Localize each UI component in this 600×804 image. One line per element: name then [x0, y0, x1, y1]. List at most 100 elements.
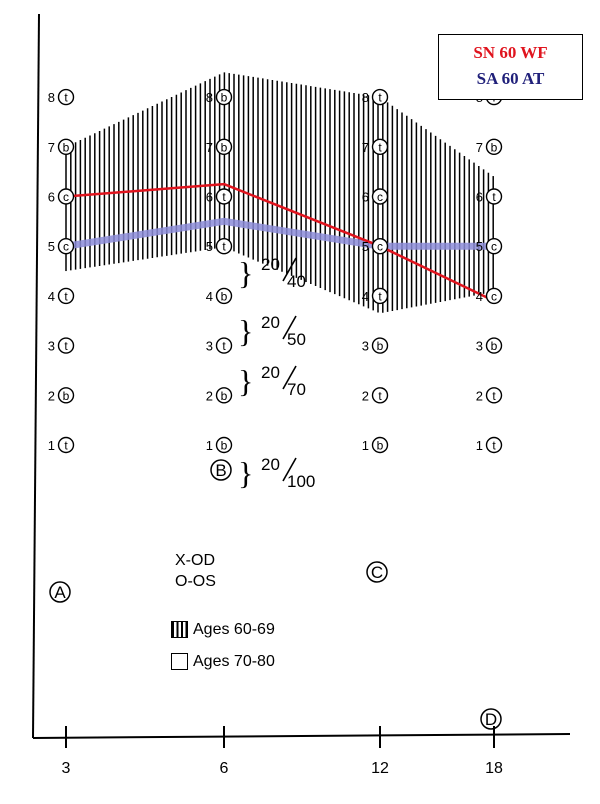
marker-letter: c [63, 190, 69, 204]
marker-letter: t [222, 190, 226, 204]
marker-circle [215, 237, 233, 255]
marker-number: 5 [206, 239, 213, 254]
marker-number: 7 [48, 140, 55, 155]
x-tick-label: 6 [220, 760, 229, 777]
x-tick-label: 3 [62, 760, 71, 777]
marker-number: 3 [206, 339, 213, 354]
acuity-numerator: 20 [261, 363, 280, 382]
column-label-letter: D [485, 710, 497, 729]
key-os: O-OS [175, 573, 216, 590]
marker-letter: b [221, 91, 228, 105]
column-label-circle [210, 459, 232, 481]
marker-letter: t [378, 389, 382, 403]
marker-number: 3 [48, 339, 55, 354]
y-axis-line [32, 13, 40, 739]
marker-number: 1 [206, 438, 213, 453]
marker-letter: c [63, 240, 69, 254]
acuity-brace: } [238, 455, 253, 491]
marker-circle [485, 287, 503, 305]
key-open-label: Ages 70-80 [193, 653, 275, 670]
marker-letter: b [377, 439, 384, 453]
marker-circle [57, 337, 75, 354]
marker-letter: b [221, 140, 228, 154]
acuity-numerator: 20 [261, 255, 280, 274]
column-label-circle [366, 561, 388, 583]
marker-circle [371, 88, 389, 106]
marker-circle [371, 237, 389, 255]
marker-number: 6 [476, 190, 483, 205]
marker-letter: c [491, 240, 497, 254]
marker-number: 5 [48, 239, 55, 254]
marker-number: 7 [362, 140, 369, 155]
marker-letter: b [221, 439, 228, 453]
marker-circle [57, 287, 75, 305]
marker-letter: b [491, 140, 498, 154]
marker-circle [371, 387, 389, 404]
marker-letter: t [492, 190, 496, 204]
level-marker: t5 [206, 237, 233, 255]
marker-number: 6 [48, 190, 55, 205]
x-tick-label: 18 [485, 760, 503, 777]
marker-letter: t [64, 289, 68, 303]
x-axis-line [32, 733, 571, 739]
marker-circle [371, 138, 389, 156]
marker-letter: t [378, 140, 382, 154]
marker-circle [485, 188, 503, 205]
marker-circle [57, 88, 75, 106]
level-marker: t2 [476, 387, 503, 404]
marker-circle [57, 237, 75, 255]
acuity-numerator: 20 [261, 313, 280, 332]
level-marker: c4 [476, 287, 503, 305]
column-label-letter: B [215, 461, 226, 480]
level-marker: b4 [206, 287, 233, 305]
level-marker: t8 [362, 88, 389, 106]
marker-letter: b [377, 339, 384, 353]
x-tick-label: 12 [371, 760, 389, 777]
marker-number: 8 [362, 90, 369, 105]
marker-circle [215, 387, 233, 404]
key-hatched-swatch [171, 621, 188, 638]
level-marker: b7 [48, 138, 75, 156]
acuity-slash [282, 257, 297, 282]
level-marker: b3 [362, 337, 389, 354]
level-marker: t1 [476, 436, 503, 454]
acuity-denominator: 40 [287, 272, 306, 291]
marker-circle [485, 237, 503, 255]
marker-circle [485, 436, 503, 454]
marker-circle [485, 138, 503, 156]
level-marker: b2 [206, 387, 233, 404]
series-line-sa60at [65, 217, 494, 250]
marker-letter: t [64, 439, 68, 453]
acuity-slash [282, 365, 297, 390]
acuity-denominator: 50 [287, 330, 306, 349]
marker-letter: t [492, 389, 496, 403]
column-label-circle [480, 708, 502, 730]
marker-letter: t [64, 91, 68, 105]
series-lines [65, 182, 495, 302]
marker-circle [371, 436, 389, 454]
marker-circle [57, 436, 75, 454]
legend-box: SN 60 WF SA 60 AT [438, 34, 583, 100]
key-hatched-label: Ages 60-69 [193, 621, 275, 638]
level-marker: b1 [206, 436, 233, 454]
marker-number: 3 [362, 339, 369, 354]
marker-letter: t [378, 289, 382, 303]
acuity-denominator: 70 [287, 380, 306, 399]
level-marker: b8 [206, 88, 233, 106]
marker-circle [57, 387, 75, 404]
marker-letter: b [63, 140, 70, 154]
key-open-swatch [171, 653, 188, 670]
marker-letter: t [64, 339, 68, 353]
marker-letter: t [222, 339, 226, 353]
acuity-markers: t1b2t3t4c5c6b7t8b1b2t3b4t5t6b7b8b1t2b3t4… [48, 88, 503, 730]
level-marker: c6 [48, 188, 75, 205]
marker-letter: c [377, 240, 383, 254]
level-marker: t7 [362, 138, 389, 156]
level-marker: t3 [48, 337, 75, 354]
marker-circle [57, 188, 75, 205]
level-marker: t3 [206, 337, 233, 354]
marker-number: 1 [362, 438, 369, 453]
level-marker: b2 [48, 387, 75, 404]
marker-number: 2 [206, 388, 213, 403]
